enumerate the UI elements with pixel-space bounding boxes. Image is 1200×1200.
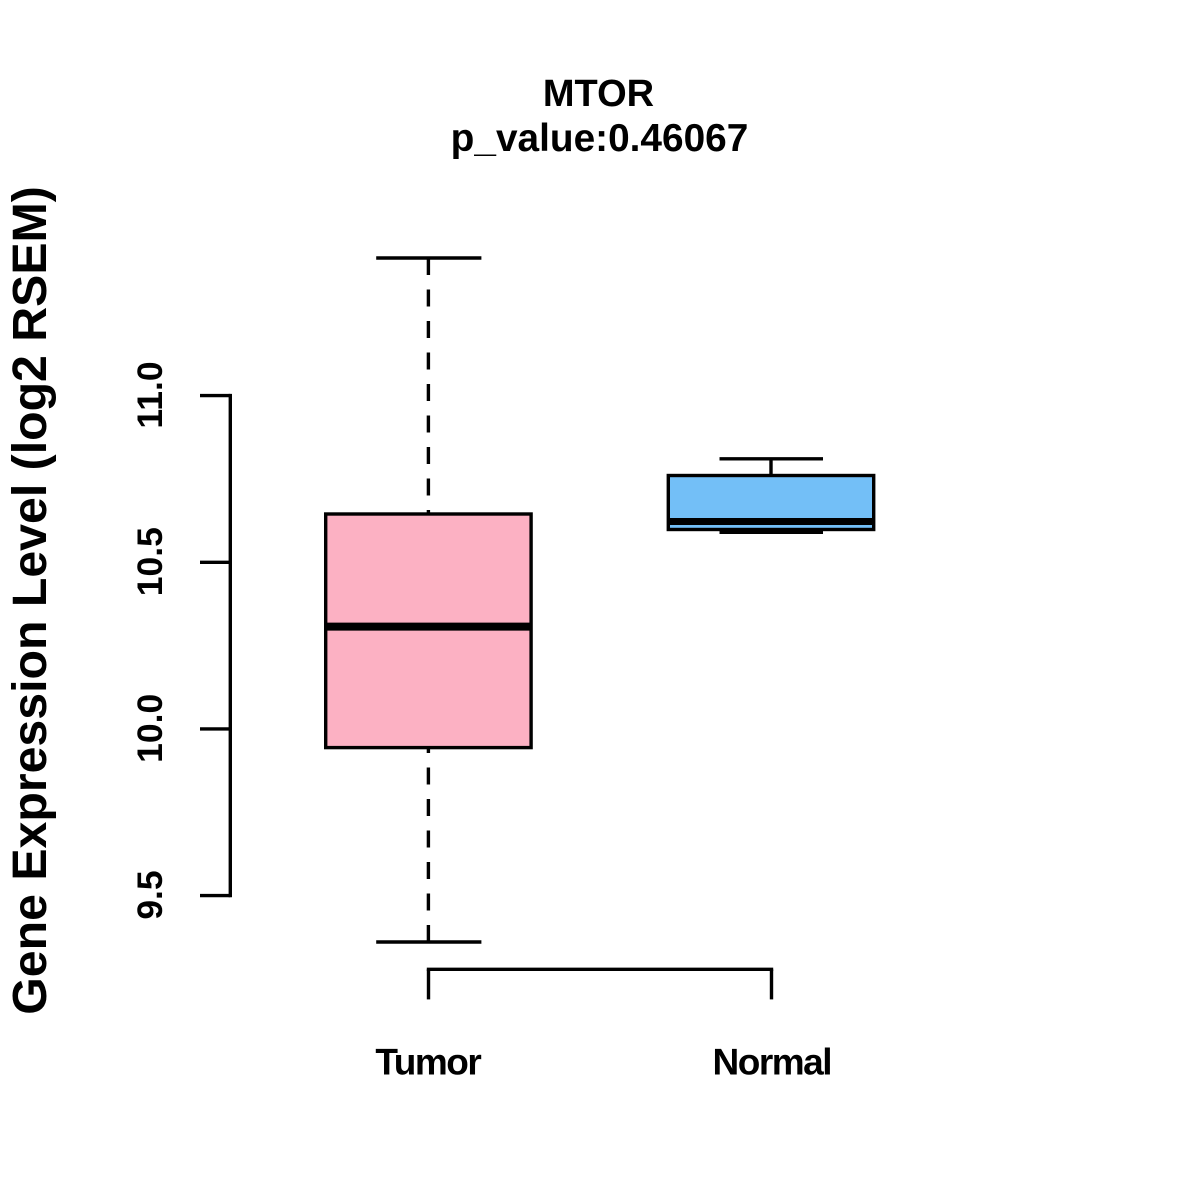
svg-text:10.5: 10.5	[130, 527, 170, 596]
svg-text:11.0: 11.0	[130, 361, 170, 428]
svg-text:9.5: 9.5	[130, 870, 170, 919]
svg-text:Tumor: Tumor	[375, 1042, 481, 1083]
svg-text:p_value:0.46067: p_value:0.46067	[451, 117, 749, 160]
svg-text:10.0: 10.0	[130, 694, 170, 763]
svg-text:Gene Expression Level (log2 RS: Gene Expression Level (log2 RSEM)	[3, 186, 57, 1015]
svg-text:Normal: Normal	[713, 1042, 831, 1083]
svg-text:MTOR: MTOR	[543, 73, 654, 115]
